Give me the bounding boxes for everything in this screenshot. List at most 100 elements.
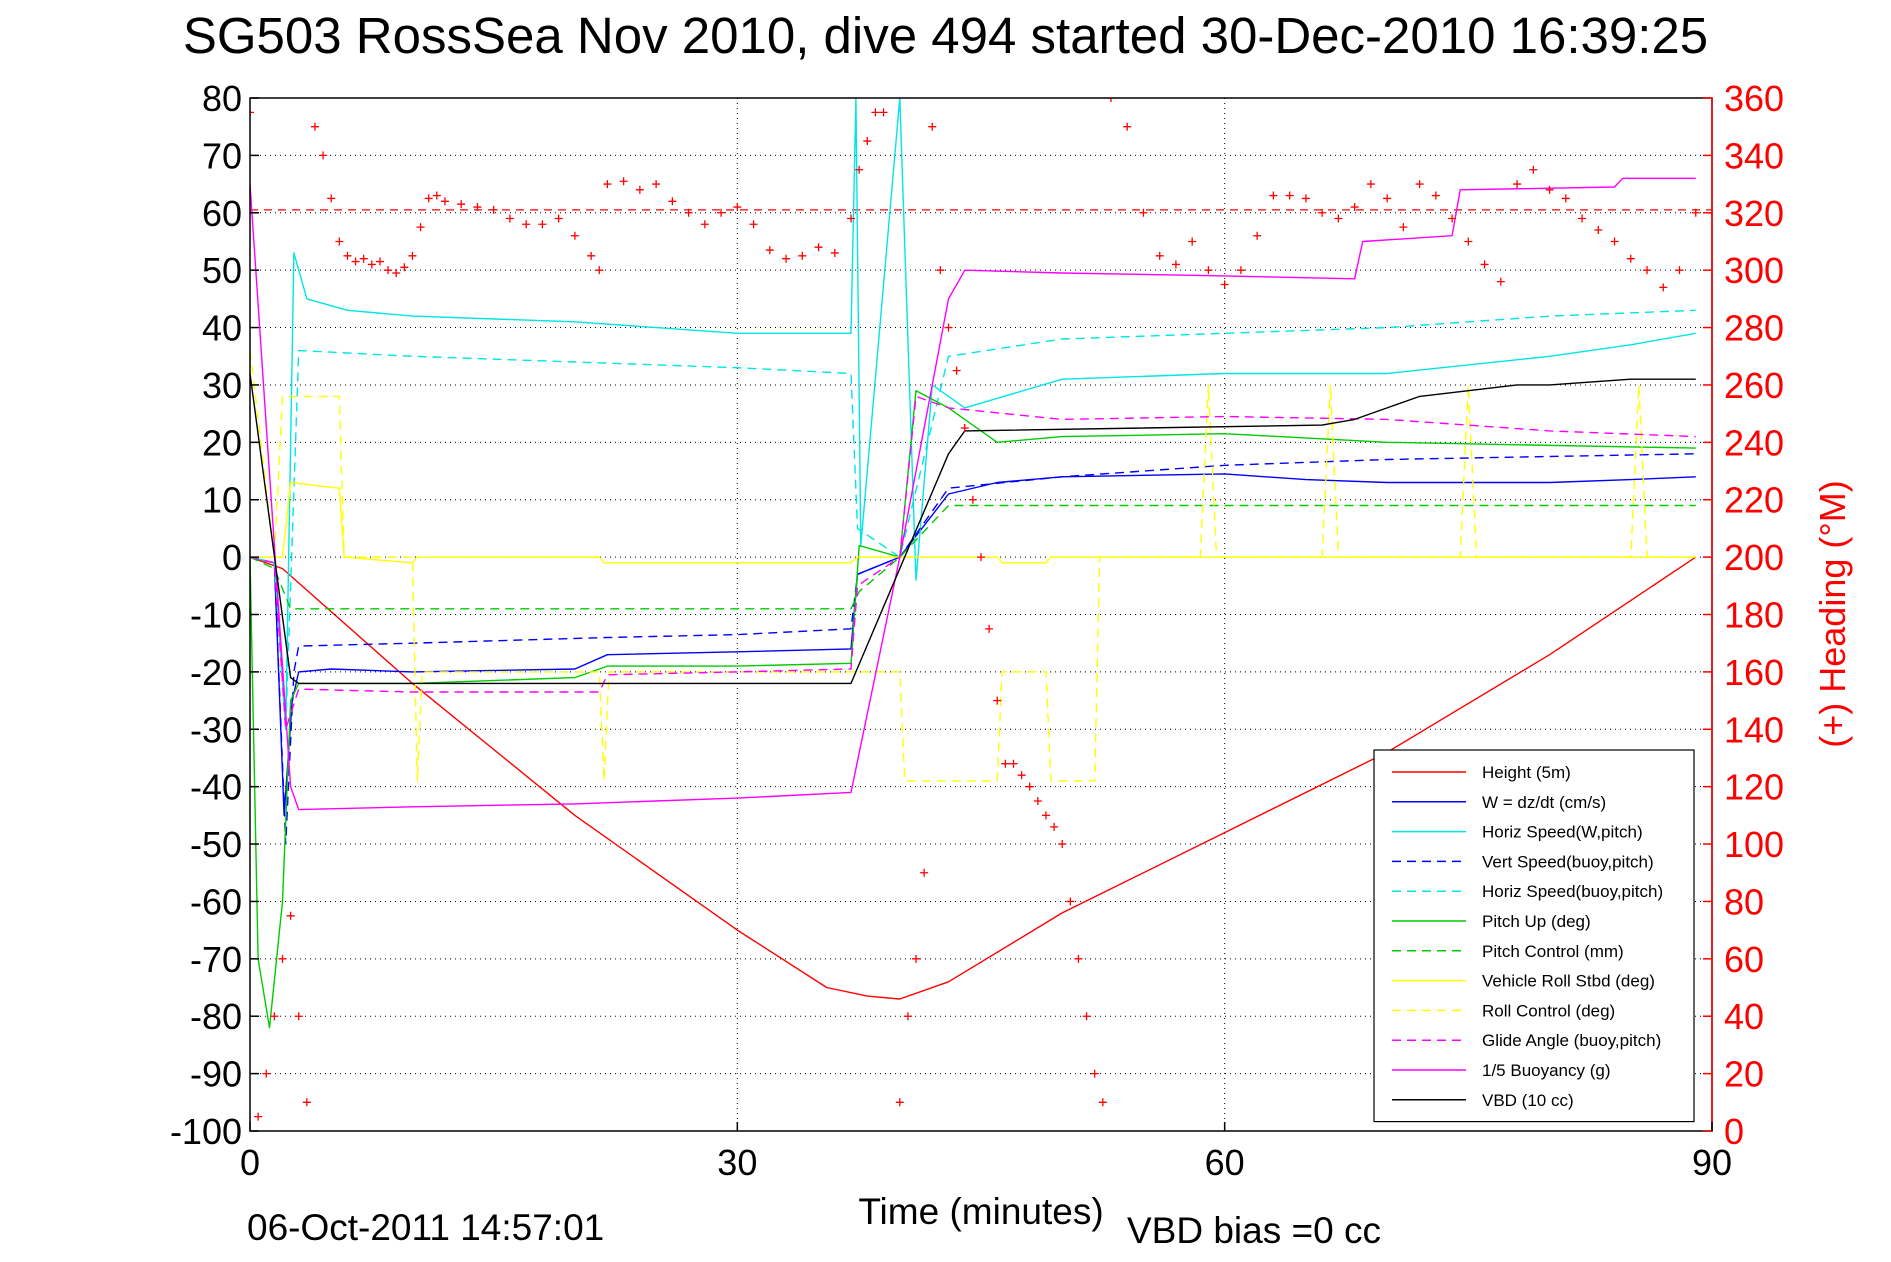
heading-marker xyxy=(903,1012,912,1021)
series-height-5m xyxy=(250,556,1697,1000)
heading-marker xyxy=(814,243,823,252)
heading-marker xyxy=(1058,840,1067,849)
print-timestamp: 06-Oct-2011 14:57:01 xyxy=(247,1207,605,1248)
heading-marker xyxy=(408,251,417,260)
left-tick-label: 60 xyxy=(202,193,242,234)
right-tick-label: 280 xyxy=(1724,308,1784,349)
heading-marker xyxy=(367,260,376,269)
heading-marker xyxy=(587,251,596,260)
left-tick-label: -100 xyxy=(170,1111,242,1152)
heading-marker xyxy=(879,108,888,117)
series-pitch-up-deg xyxy=(250,390,1696,1029)
heading-marker xyxy=(327,194,336,203)
heading-marker xyxy=(416,223,425,232)
heading-marker xyxy=(1269,191,1278,200)
heading-marker xyxy=(855,165,864,174)
heading-marker xyxy=(505,214,514,223)
right-tick-label: 300 xyxy=(1724,250,1784,291)
left-tick-label: 30 xyxy=(202,365,242,406)
heading-marker xyxy=(1098,1098,1107,1107)
series-vbd-10-cc xyxy=(250,373,1696,685)
heading-marker xyxy=(1066,897,1075,906)
legend-entry-roll-control-deg: Roll Control (deg) xyxy=(1482,1001,1615,1020)
series-roll-control-deg xyxy=(250,350,1696,782)
heading-marker xyxy=(595,266,604,275)
left-tick-label: 0 xyxy=(222,537,242,578)
heading-marker xyxy=(798,251,807,260)
heading-marker xyxy=(968,495,977,504)
left-tick-label: 70 xyxy=(202,135,242,176)
x-tick-label: 90 xyxy=(1692,1142,1732,1183)
heading-marker xyxy=(1139,208,1148,217)
heading-marker xyxy=(359,254,368,263)
heading-marker xyxy=(1082,1012,1091,1021)
left-tick-label: 10 xyxy=(202,480,242,521)
heading-marker xyxy=(1285,191,1294,200)
right-tick-label: 180 xyxy=(1724,595,1784,636)
heading-marker xyxy=(392,269,401,278)
x-tick-label: 0 xyxy=(240,1142,260,1183)
heading-marker xyxy=(1578,214,1587,223)
heading-marker xyxy=(1464,237,1473,246)
heading-marker xyxy=(375,257,384,266)
right-tick-label: 100 xyxy=(1724,824,1784,865)
heading-marker xyxy=(668,197,677,206)
legend-box xyxy=(1373,749,1695,1123)
heading-marker xyxy=(1001,759,1010,768)
heading-marker xyxy=(944,323,953,332)
series-layer xyxy=(250,98,1712,1121)
left-tick-label: -80 xyxy=(190,996,242,1037)
heading-marker xyxy=(1041,811,1050,820)
right-tick-label: 220 xyxy=(1724,480,1784,521)
legend-entry-pitch-up-deg: Pitch Up (deg) xyxy=(1482,912,1591,931)
series-1-5-buoyancy-g xyxy=(250,177,1696,811)
heading-marker xyxy=(717,208,726,217)
heading-marker xyxy=(1155,251,1164,260)
heading-marker xyxy=(554,214,563,223)
heading-marker xyxy=(424,194,433,203)
heading-marker xyxy=(765,246,774,255)
heading-marker xyxy=(270,1012,279,1021)
left-tick-label: -60 xyxy=(190,881,242,922)
right-tick-label: 60 xyxy=(1724,939,1764,980)
series-glide-angle-buoy-pitch xyxy=(250,395,1696,730)
series-horiz-speed-buoy-pitch xyxy=(250,309,1696,730)
heading-marker xyxy=(351,257,360,266)
heading-marker xyxy=(1415,180,1424,189)
heading-marker xyxy=(1366,180,1375,189)
heading-marker xyxy=(1236,266,1245,275)
heading-marker xyxy=(895,1098,904,1107)
heading-marker xyxy=(1383,194,1392,203)
heading-marker xyxy=(733,203,742,212)
right-tick-label: 340 xyxy=(1724,135,1784,176)
right-tick-label: 0 xyxy=(1724,1111,1744,1152)
left-tick-label: -90 xyxy=(190,1054,242,1095)
heading-marker xyxy=(1529,165,1538,174)
heading-marker xyxy=(1171,260,1180,269)
series-vert-speed-buoy-pitch xyxy=(250,453,1696,845)
left-tick-label: 40 xyxy=(202,308,242,349)
heading-marker xyxy=(1334,214,1343,223)
legend: Height (5m) W = dz/dt (cm/s) Horiz Speed(W… xyxy=(1373,749,1695,1123)
heading-marker xyxy=(1399,223,1408,232)
heading-marker xyxy=(522,220,531,229)
legend-entry-pitch-control-mm: Pitch Control (mm) xyxy=(1482,942,1624,961)
heading-marker xyxy=(1074,954,1083,963)
heading-marker xyxy=(1480,260,1489,269)
right-tick-label: 80 xyxy=(1724,881,1764,922)
heading-marker xyxy=(1545,185,1554,194)
heading-marker xyxy=(985,624,994,633)
heading-marker xyxy=(684,208,693,217)
heading-marker xyxy=(1033,797,1042,806)
heading-marker xyxy=(343,251,352,260)
heading-marker xyxy=(1496,277,1505,286)
heading-marker xyxy=(700,220,709,229)
x-axis: 0 30 60 90 xyxy=(240,1122,1732,1183)
right-tick-label: 320 xyxy=(1724,193,1784,234)
left-tick-label: 50 xyxy=(202,250,242,291)
heading-marker xyxy=(928,122,937,131)
heading-marker xyxy=(871,108,880,117)
chart-title: SG503 RossSea Nov 2010, dive 494 started… xyxy=(182,7,1709,64)
heading-marker xyxy=(1626,254,1635,263)
heading-marker xyxy=(1123,122,1132,131)
